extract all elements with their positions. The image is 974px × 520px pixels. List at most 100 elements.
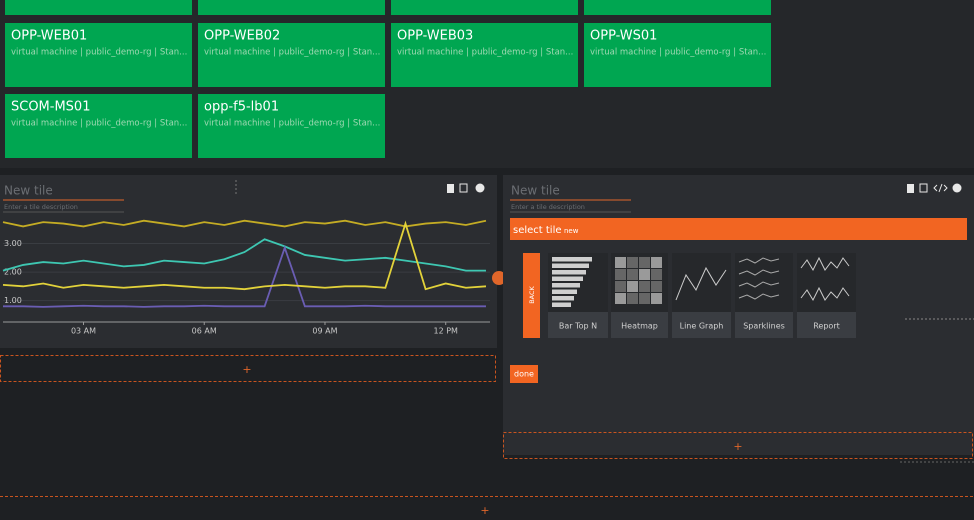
thumb-cell bbox=[651, 269, 662, 280]
tile[interactable] bbox=[5, 94, 192, 158]
thumb-spark bbox=[738, 281, 780, 288]
option-thumbnail bbox=[552, 257, 592, 307]
x-tick-label: 12 PM bbox=[434, 327, 459, 336]
thumb-cell bbox=[615, 257, 626, 268]
x-tick-label: 06 AM bbox=[192, 327, 217, 336]
thumb-cell bbox=[651, 281, 662, 292]
code-icon[interactable] bbox=[933, 183, 948, 193]
tile-options: Bar Top N Heatmap Line Graph Sparklines Repo… bbox=[548, 253, 856, 338]
tile-grid: OPP-WEB01 virtual machine | public_demo-r… bbox=[5, 23, 771, 158]
thumb-report bbox=[800, 256, 850, 272]
option-thumbnail bbox=[675, 266, 727, 301]
title-input[interactable]: New tile bbox=[511, 184, 560, 198]
tile-name: OPP-WEB01 bbox=[11, 29, 87, 44]
option-preview[interactable] bbox=[672, 253, 731, 312]
thumb-report bbox=[800, 286, 850, 302]
done-button[interactable] bbox=[510, 365, 538, 383]
thumb-cell bbox=[615, 269, 626, 280]
settings-icon[interactable] bbox=[952, 183, 962, 193]
add-icon[interactable]: + bbox=[242, 363, 251, 376]
option-label[interactable]: Sparklines bbox=[743, 322, 785, 331]
tile-name: OPP-WEB02 bbox=[204, 29, 280, 44]
picker-tag: new bbox=[564, 227, 579, 235]
y-tick-label: 1.00 bbox=[4, 296, 22, 305]
settings-icon[interactable] bbox=[475, 183, 485, 193]
description-input[interactable]: Enter a tile description bbox=[4, 203, 78, 211]
option-thumbnail bbox=[800, 256, 850, 302]
tile-description: virtual machine | public_demo-rg | Stan.… bbox=[204, 119, 380, 129]
delete-icon[interactable] bbox=[907, 184, 914, 193]
thumb-cell bbox=[639, 281, 650, 292]
delete-icon[interactable] bbox=[447, 184, 454, 193]
copy-icon[interactable] bbox=[919, 183, 928, 193]
thumb-bar bbox=[552, 302, 571, 307]
line-chart: 1.00 2.00 3.00 03 AM 06 AM 09 AM 12 PM bbox=[2, 219, 490, 336]
option-label[interactable]: Heatmap bbox=[621, 322, 658, 331]
thumb-spark bbox=[738, 293, 780, 300]
picker-title: select tile bbox=[513, 225, 562, 236]
add-row[interactable] bbox=[0, 355, 496, 382]
series-line bbox=[2, 220, 487, 291]
tile-name: opp-f5-lb01 bbox=[204, 100, 279, 115]
tile[interactable] bbox=[198, 23, 385, 87]
thumb-cell bbox=[651, 257, 662, 268]
tile-description: virtual machine | public_demo-rg | Stan.… bbox=[11, 119, 187, 129]
tile[interactable] bbox=[584, 0, 771, 15]
add-icon[interactable]: + bbox=[733, 440, 742, 453]
thumb-bar bbox=[552, 283, 580, 288]
thumb-cell bbox=[651, 293, 662, 304]
thumb-spark bbox=[738, 257, 780, 264]
thumb-cell bbox=[627, 269, 638, 280]
done-label[interactable]: done bbox=[514, 370, 534, 379]
tile[interactable] bbox=[391, 0, 578, 15]
add-icon[interactable]: + bbox=[480, 504, 489, 517]
thumb-spark bbox=[738, 269, 780, 276]
series-line bbox=[3, 245, 486, 308]
option-thumbnail bbox=[615, 257, 662, 304]
thumb-bar bbox=[552, 257, 592, 262]
thumb-cell bbox=[615, 281, 626, 292]
y-tick-label: 2.00 bbox=[4, 268, 22, 277]
thumb-cell bbox=[627, 293, 638, 304]
tile-description: virtual machine | public_demo-rg | Stan.… bbox=[397, 48, 573, 58]
tile-name: SCOM-MS01 bbox=[11, 100, 90, 115]
y-tick-label: 3.00 bbox=[4, 239, 22, 248]
panel-icons bbox=[907, 183, 962, 193]
tile[interactable] bbox=[391, 23, 578, 87]
thumb-cell bbox=[627, 257, 638, 268]
option-preview[interactable] bbox=[548, 253, 608, 312]
option-label[interactable]: Bar Top N bbox=[559, 322, 597, 331]
thumb-cell bbox=[615, 293, 626, 304]
thumb-bar bbox=[552, 263, 589, 268]
thumb-line bbox=[675, 266, 727, 301]
x-tick-label: 09 AM bbox=[312, 327, 337, 336]
tile-name: OPP-WS01 bbox=[590, 29, 657, 44]
thumb-cell bbox=[639, 257, 650, 268]
thumb-bar bbox=[552, 270, 586, 275]
tile[interactable] bbox=[5, 23, 192, 87]
title-input[interactable]: New tile bbox=[4, 184, 53, 198]
option-label[interactable]: Report bbox=[813, 322, 840, 331]
option-thumbnail bbox=[738, 257, 780, 300]
tile[interactable] bbox=[584, 23, 771, 87]
thumb-cell bbox=[639, 293, 650, 304]
thumb-bar bbox=[552, 289, 577, 294]
description-input[interactable]: Enter a tile description bbox=[511, 203, 585, 211]
option-label[interactable]: Line Graph bbox=[680, 322, 724, 331]
tile[interactable] bbox=[198, 0, 385, 15]
tile[interactable] bbox=[5, 0, 192, 15]
x-tick-label: 03 AM bbox=[71, 327, 96, 336]
tile[interactable] bbox=[198, 94, 385, 158]
tile-description: virtual machine | public_demo-rg | Stan.… bbox=[590, 48, 766, 58]
tile-name: OPP-WEB03 bbox=[397, 29, 473, 44]
add-row[interactable] bbox=[503, 432, 973, 459]
picker-header bbox=[510, 218, 967, 240]
splitter-handle[interactable] bbox=[492, 271, 506, 285]
tile-description: virtual machine | public_demo-rg | Stan.… bbox=[204, 48, 380, 58]
copy-icon[interactable] bbox=[459, 183, 468, 193]
series-line bbox=[2, 238, 486, 272]
thumb-bar bbox=[552, 296, 574, 301]
back-button[interactable] bbox=[523, 253, 540, 338]
back-label[interactable]: BACK bbox=[528, 285, 536, 303]
